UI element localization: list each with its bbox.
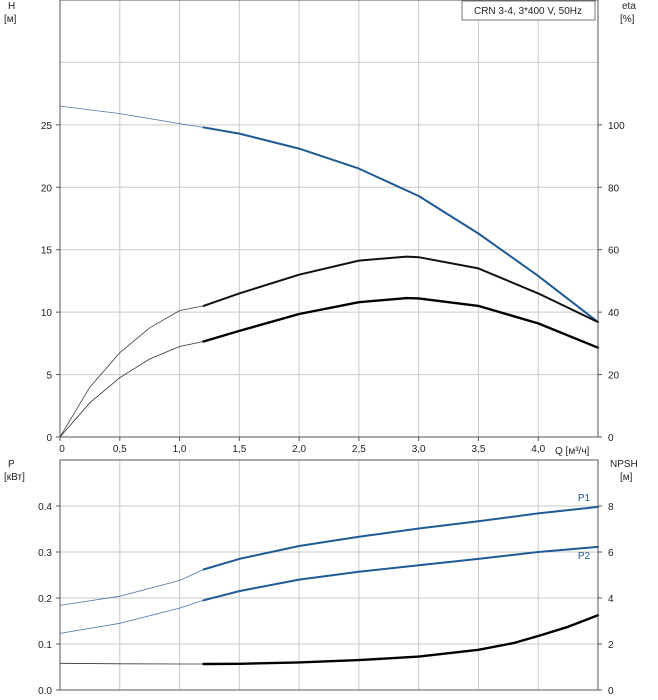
bottom-left-tick-label: 0.2 — [38, 594, 52, 605]
top-series-1-thin-line — [59, 305, 204, 438]
top-left-tick-label: 15 — [41, 246, 53, 257]
x-tick-label: 4,0 — [531, 444, 545, 455]
bottom-series-2-line — [202, 614, 600, 666]
bottom-panel: P1 P2 P [кВт] NPSH [м] — [4, 459, 638, 691]
x-tick-label: 0 — [59, 444, 65, 455]
x-tick-label: 1,0 — [173, 444, 187, 455]
top-series-2-thin-line — [59, 341, 204, 438]
top-series — [59, 105, 600, 438]
top-gridlines — [60, 0, 599, 437]
top-left-tick-label: 10 — [41, 308, 53, 319]
x-tick-label: 3,5 — [471, 444, 485, 455]
bottom-left-tick-label: 0.3 — [38, 548, 52, 559]
bottom-left-tick-label: 0.1 — [38, 640, 52, 651]
p2-label: P2 — [578, 551, 591, 562]
bottom-right-tick-label: 8 — [608, 502, 614, 513]
bottom-series-2-thin-line — [59, 662, 204, 665]
chart-title: CRN 3-4, 3*400 V, 50Hz — [474, 6, 582, 17]
tick-labels: 05101520250204060801000.00.10.20.30.4024… — [38, 121, 625, 697]
top-right-tick-label: 100 — [608, 121, 625, 132]
bottom-right-axis-label-2: [м] — [620, 472, 633, 483]
x-axis-label: Q [м³/ч] — [555, 446, 590, 457]
top-series-0-line — [202, 126, 599, 324]
p1-label: P1 — [578, 493, 591, 504]
top-panel: CRN 3-4, 3*400 V, 50Hz H [м] eta [%] Q [… — [4, 0, 636, 457]
x-tick-label: 2,5 — [352, 444, 366, 455]
x-tick-label: 0,5 — [113, 444, 127, 455]
top-series-2-line — [202, 296, 600, 349]
top-series-1-line — [202, 255, 599, 324]
bottom-left-axis-label-1: P — [8, 459, 15, 470]
bottom-plot-frame — [59, 459, 599, 691]
x-tick-label: 1,5 — [232, 444, 246, 455]
p1-thin-line — [59, 569, 204, 606]
top-left-tick-label: 0 — [46, 433, 52, 444]
bottom-right-tick-label: 6 — [608, 548, 614, 559]
p2-thin-line — [59, 599, 204, 634]
bottom-right-tick-label: 4 — [608, 594, 614, 605]
top-right-axis-label-2: [%] — [620, 14, 635, 25]
top-right-tick-label: 20 — [608, 371, 620, 382]
top-series-0-thin-line — [59, 105, 204, 128]
top-left-tick-label: 20 — [41, 183, 53, 194]
top-right-tick-label: 60 — [608, 246, 620, 257]
bottom-left-tick-label: 0.0 — [38, 686, 52, 697]
bottom-right-tick-label: 0 — [608, 686, 614, 697]
top-left-tick-label: 25 — [41, 121, 53, 132]
bottom-right-axis-label-1: NPSH — [610, 459, 638, 470]
x-tick-label: 2,0 — [292, 444, 306, 455]
bottom-left-axis-label-2: [кВт] — [4, 472, 25, 483]
p1-line — [202, 505, 599, 571]
x-tick-label: 3,0 — [412, 444, 426, 455]
top-plot-frame — [59, 0, 599, 438]
top-left-axis-label-1: H — [8, 1, 15, 12]
p2-line — [202, 545, 599, 602]
top-left-axis-label-2: [м] — [4, 14, 17, 25]
top-right-tick-label: 0 — [608, 433, 614, 444]
bottom-right-tick-label: 2 — [608, 640, 614, 651]
legend-box — [461, 0, 596, 21]
bottom-series: P1 P2 — [59, 493, 600, 666]
top-left-tick-label: 5 — [46, 371, 52, 382]
top-right-tick-label: 40 — [608, 308, 620, 319]
bottom-left-tick-label: 0.4 — [38, 502, 52, 513]
top-right-axis-label-1: eta — [622, 1, 636, 12]
top-right-tick-label: 80 — [608, 183, 620, 194]
